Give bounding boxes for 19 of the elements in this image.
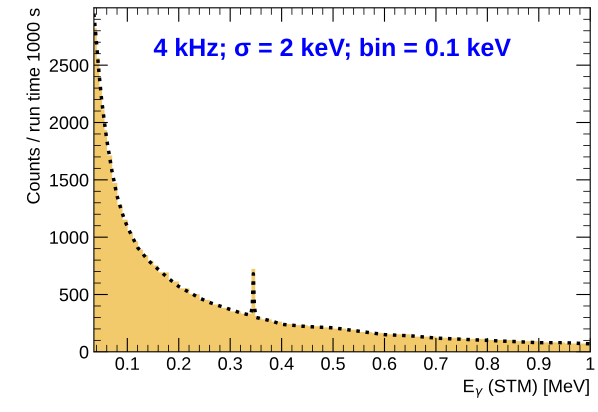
x-tick-label: 1 xyxy=(586,357,594,370)
x-tick-label: 0.1 xyxy=(115,357,139,370)
x-tick-label: 0.7 xyxy=(424,357,448,370)
x-tick-label: 0.9 xyxy=(526,357,550,370)
x-tick-label: 0.6 xyxy=(372,357,396,370)
x-tick-label: 0.5 xyxy=(321,357,345,370)
x-tick-label: 0.4 xyxy=(270,357,294,370)
y-tick-label: 1500 xyxy=(50,174,88,187)
x-tick-label: 0.2 xyxy=(166,357,190,370)
annotation: 4 kHz; σ = 2 keV; bin = 0.1 keV xyxy=(154,38,511,60)
x-axis-title: E$_{γ}$ (STM) [MeV] xyxy=(464,379,589,398)
x-tick-label: 0.8 xyxy=(476,357,500,370)
y-axis-title: Counts / run time 1000 s xyxy=(26,8,40,204)
y-tick-label: 0 xyxy=(80,346,88,359)
y-tick-label: 500 xyxy=(60,288,88,302)
y-tick-label: 2000 xyxy=(50,116,88,130)
y-tick-label: 2500 xyxy=(50,59,88,72)
x-tick-label: 0.3 xyxy=(218,357,242,370)
y-tick-label: 1000 xyxy=(50,231,88,244)
